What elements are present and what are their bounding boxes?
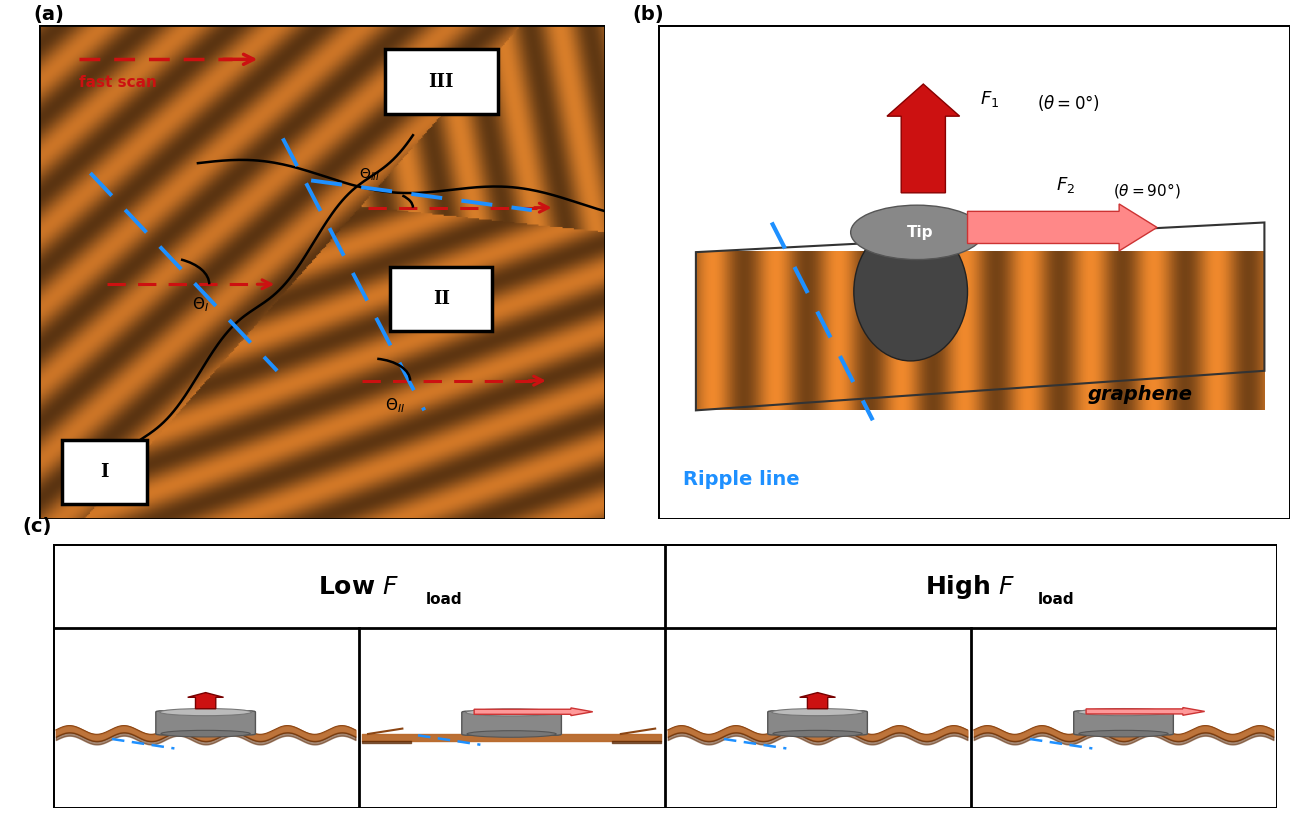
Polygon shape xyxy=(39,25,605,519)
Text: load: load xyxy=(426,592,462,606)
FancyBboxPatch shape xyxy=(1074,711,1174,735)
Text: Low $\mathit{F}$: Low $\mathit{F}$ xyxy=(318,575,399,599)
Text: load: load xyxy=(1038,592,1074,606)
Text: $\mathit{\Theta}_{II}$: $\mathit{\Theta}_{II}$ xyxy=(384,396,405,415)
Ellipse shape xyxy=(467,731,557,737)
Text: High $\mathit{F}$: High $\mathit{F}$ xyxy=(925,574,1016,602)
Ellipse shape xyxy=(771,709,863,716)
Text: (a): (a) xyxy=(34,5,64,24)
Text: I: I xyxy=(100,463,109,481)
Text: Tip: Tip xyxy=(907,225,933,240)
FancyArrow shape xyxy=(188,693,224,709)
Text: II: II xyxy=(433,290,450,308)
FancyBboxPatch shape xyxy=(155,711,255,735)
Ellipse shape xyxy=(161,730,250,737)
Bar xyxy=(62,440,147,504)
FancyArrow shape xyxy=(1086,708,1204,715)
FancyArrow shape xyxy=(800,693,836,709)
Text: (c): (c) xyxy=(22,517,51,536)
FancyArrow shape xyxy=(887,84,959,193)
Text: (b): (b) xyxy=(633,5,665,24)
Ellipse shape xyxy=(466,709,558,716)
Text: $\mathit{F}_2$: $\mathit{F}_2$ xyxy=(1055,176,1075,195)
Ellipse shape xyxy=(1079,730,1169,737)
Text: $\mathit{\Theta}_{I}$: $\mathit{\Theta}_{I}$ xyxy=(192,295,209,314)
Bar xyxy=(384,49,497,114)
Text: fast scan: fast scan xyxy=(79,74,157,90)
Bar xyxy=(391,267,492,331)
Text: $\mathit{\Theta}_{III}$: $\mathit{\Theta}_{III}$ xyxy=(359,167,380,184)
Ellipse shape xyxy=(1078,709,1170,716)
Text: $(\mathit{\theta} = 90°)$: $(\mathit{\theta} = 90°)$ xyxy=(1113,180,1180,199)
FancyArrow shape xyxy=(474,708,592,715)
Ellipse shape xyxy=(159,709,251,716)
FancyBboxPatch shape xyxy=(767,711,867,735)
Ellipse shape xyxy=(850,205,983,260)
Text: $(\mathit{\theta} = 0°)$: $(\mathit{\theta} = 0°)$ xyxy=(1037,93,1100,113)
Text: $\mathit{F}_1$: $\mathit{F}_1$ xyxy=(980,89,999,109)
FancyBboxPatch shape xyxy=(462,711,562,735)
Text: Ripple line: Ripple line xyxy=(683,470,800,489)
Ellipse shape xyxy=(854,222,967,361)
FancyArrow shape xyxy=(967,204,1157,251)
Text: graphene: graphene xyxy=(1087,386,1192,405)
Text: III: III xyxy=(429,73,454,91)
Ellipse shape xyxy=(772,730,862,737)
